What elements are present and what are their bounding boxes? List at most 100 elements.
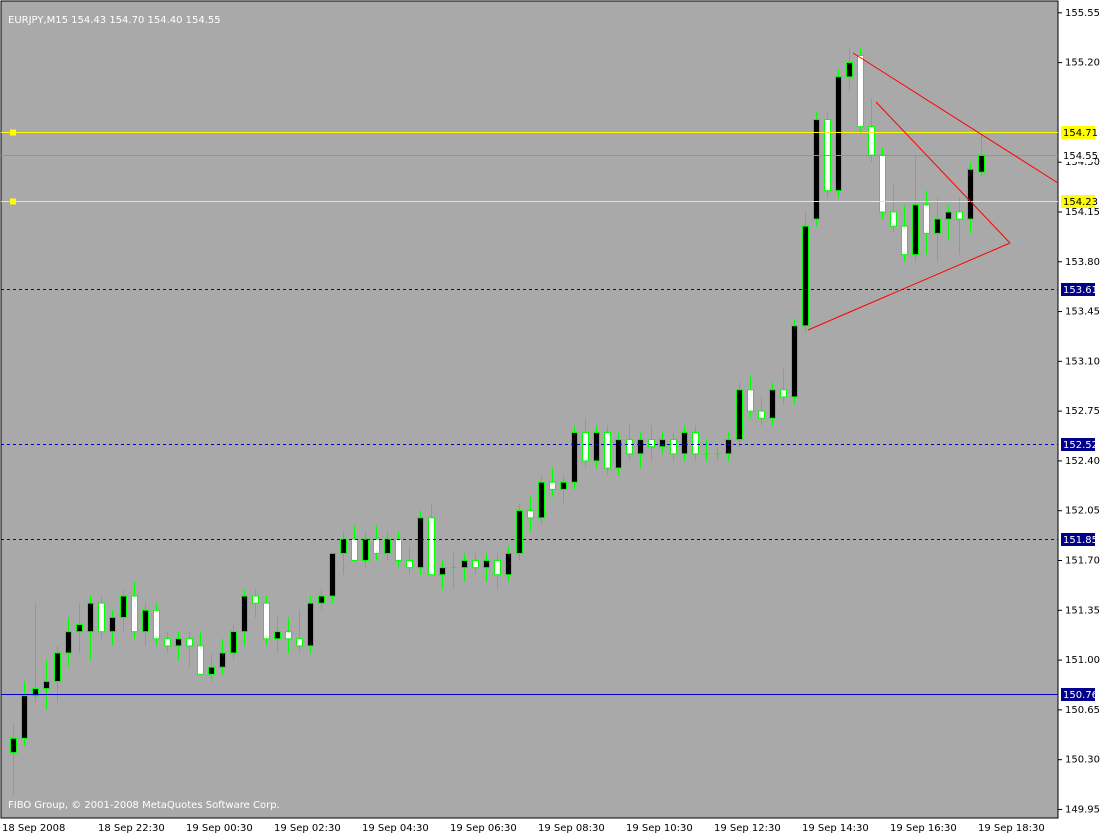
candle-body — [362, 538, 369, 562]
y-tick-label: 152.05 — [1065, 506, 1100, 517]
x-tick-label: 19 Sep 02:30 — [274, 823, 341, 834]
candle-body — [758, 410, 765, 419]
candle-body — [505, 552, 512, 576]
candle-body — [901, 225, 908, 256]
candle-body — [934, 218, 941, 234]
y-tick-label: 150.65 — [1065, 705, 1100, 716]
candle-body — [274, 631, 281, 640]
y-tick-label: 150.30 — [1065, 755, 1100, 766]
candle-body — [538, 481, 545, 519]
y-tick-label: 153.45 — [1065, 307, 1100, 318]
level-label: 151.85 — [1063, 535, 1098, 546]
candle-body — [604, 431, 611, 469]
trend-line — [807, 242, 1011, 331]
y-tick-label: 153.10 — [1065, 356, 1100, 367]
candle-body — [626, 439, 633, 455]
x-tick-label: 19 Sep 14:30 — [802, 823, 869, 834]
copyright: FIBO Group, © 2001-2008 MetaQuotes Softw… — [8, 800, 280, 811]
candle-body — [593, 431, 600, 462]
candle-body — [912, 204, 919, 256]
candle-body — [516, 510, 523, 554]
level-label: 150.76 — [1063, 690, 1098, 701]
level-handle — [10, 129, 16, 136]
candle-body — [32, 688, 39, 697]
plot-area — [0, 0, 1059, 819]
candle-body — [769, 389, 776, 419]
candle-body — [802, 225, 809, 327]
y-tick-label: 154.15 — [1065, 207, 1100, 218]
y-tick-label: 155.55 — [1065, 8, 1100, 19]
candle-body — [21, 695, 28, 739]
candle-body — [791, 325, 798, 398]
candle-body — [131, 595, 138, 633]
levels: 154.71 154.55 154.23 153.61 152.52 151.85 150.… — [1, 126, 1098, 701]
level-label: 154.71 — [1063, 128, 1098, 139]
candle-body — [318, 595, 325, 604]
candle-body — [890, 211, 897, 227]
candle-body — [153, 609, 160, 640]
candle-body — [483, 560, 490, 569]
y-tick-label: 154.50 — [1065, 157, 1100, 168]
x-tick-label: 18 Sep 22:30 — [98, 823, 165, 834]
candle-body — [208, 666, 215, 675]
candle-body — [120, 595, 127, 618]
y-tick-label: 152.75 — [1065, 406, 1100, 417]
candle-body — [428, 517, 435, 576]
candle-body — [956, 211, 963, 220]
x-tick-label: 19 Sep 06:30 — [450, 823, 517, 834]
candle-body — [648, 439, 655, 448]
candle-body — [340, 538, 347, 554]
x-tick-label: 19 Sep 10:30 — [626, 823, 693, 834]
candle-body — [439, 567, 446, 576]
level-label: 154.23 — [1063, 197, 1098, 208]
candle-body — [813, 118, 820, 220]
candle-body — [868, 126, 875, 156]
candle-body — [164, 638, 171, 647]
candle-body — [417, 517, 424, 569]
candle-body — [175, 638, 182, 647]
candle-body — [582, 431, 589, 462]
x-tick-label: 19 Sep 08:30 — [538, 823, 605, 834]
level-label-box — [1061, 688, 1095, 701]
x-tick-label: 19 Sep 18:30 — [978, 823, 1045, 834]
candle-body — [461, 560, 468, 569]
candle-body — [659, 439, 666, 448]
candle-body — [527, 510, 534, 519]
trend-lines — [807, 52, 1059, 331]
candle-body — [835, 76, 842, 192]
candle-body — [725, 439, 732, 455]
candle-body — [879, 154, 886, 213]
trend-line — [852, 52, 1059, 184]
candle-body — [406, 560, 413, 569]
candle-body — [329, 552, 336, 597]
candle-body — [307, 602, 314, 647]
level-label: 153.61 — [1063, 285, 1098, 296]
y-tick-label: 151.00 — [1065, 655, 1100, 666]
level-label-box — [1061, 149, 1095, 162]
candle-body — [252, 595, 259, 604]
candle-body — [637, 439, 644, 455]
y-tick-label: 153.80 — [1065, 257, 1100, 268]
candle-body — [780, 389, 787, 398]
candle-body — [65, 631, 72, 654]
candle-body — [230, 631, 237, 654]
candle-body — [549, 481, 556, 490]
candle-body — [296, 638, 303, 647]
y-tick-label: 151.70 — [1065, 556, 1100, 567]
candle-body — [967, 168, 974, 220]
candle-body — [670, 439, 677, 455]
x-tick-label: 18 Sep 2008 — [2, 823, 65, 834]
candle-body — [109, 616, 116, 633]
y-tick-label: 152.40 — [1065, 456, 1100, 467]
candle-body — [923, 204, 930, 234]
candle-body — [98, 602, 105, 633]
level-label-box — [1061, 283, 1095, 296]
level-label: 152.52 — [1063, 440, 1098, 451]
candle-body — [142, 609, 149, 633]
candle-body — [571, 431, 578, 483]
level-label-box — [1061, 195, 1095, 208]
x-tick-label: 19 Sep 04:30 — [362, 823, 429, 834]
